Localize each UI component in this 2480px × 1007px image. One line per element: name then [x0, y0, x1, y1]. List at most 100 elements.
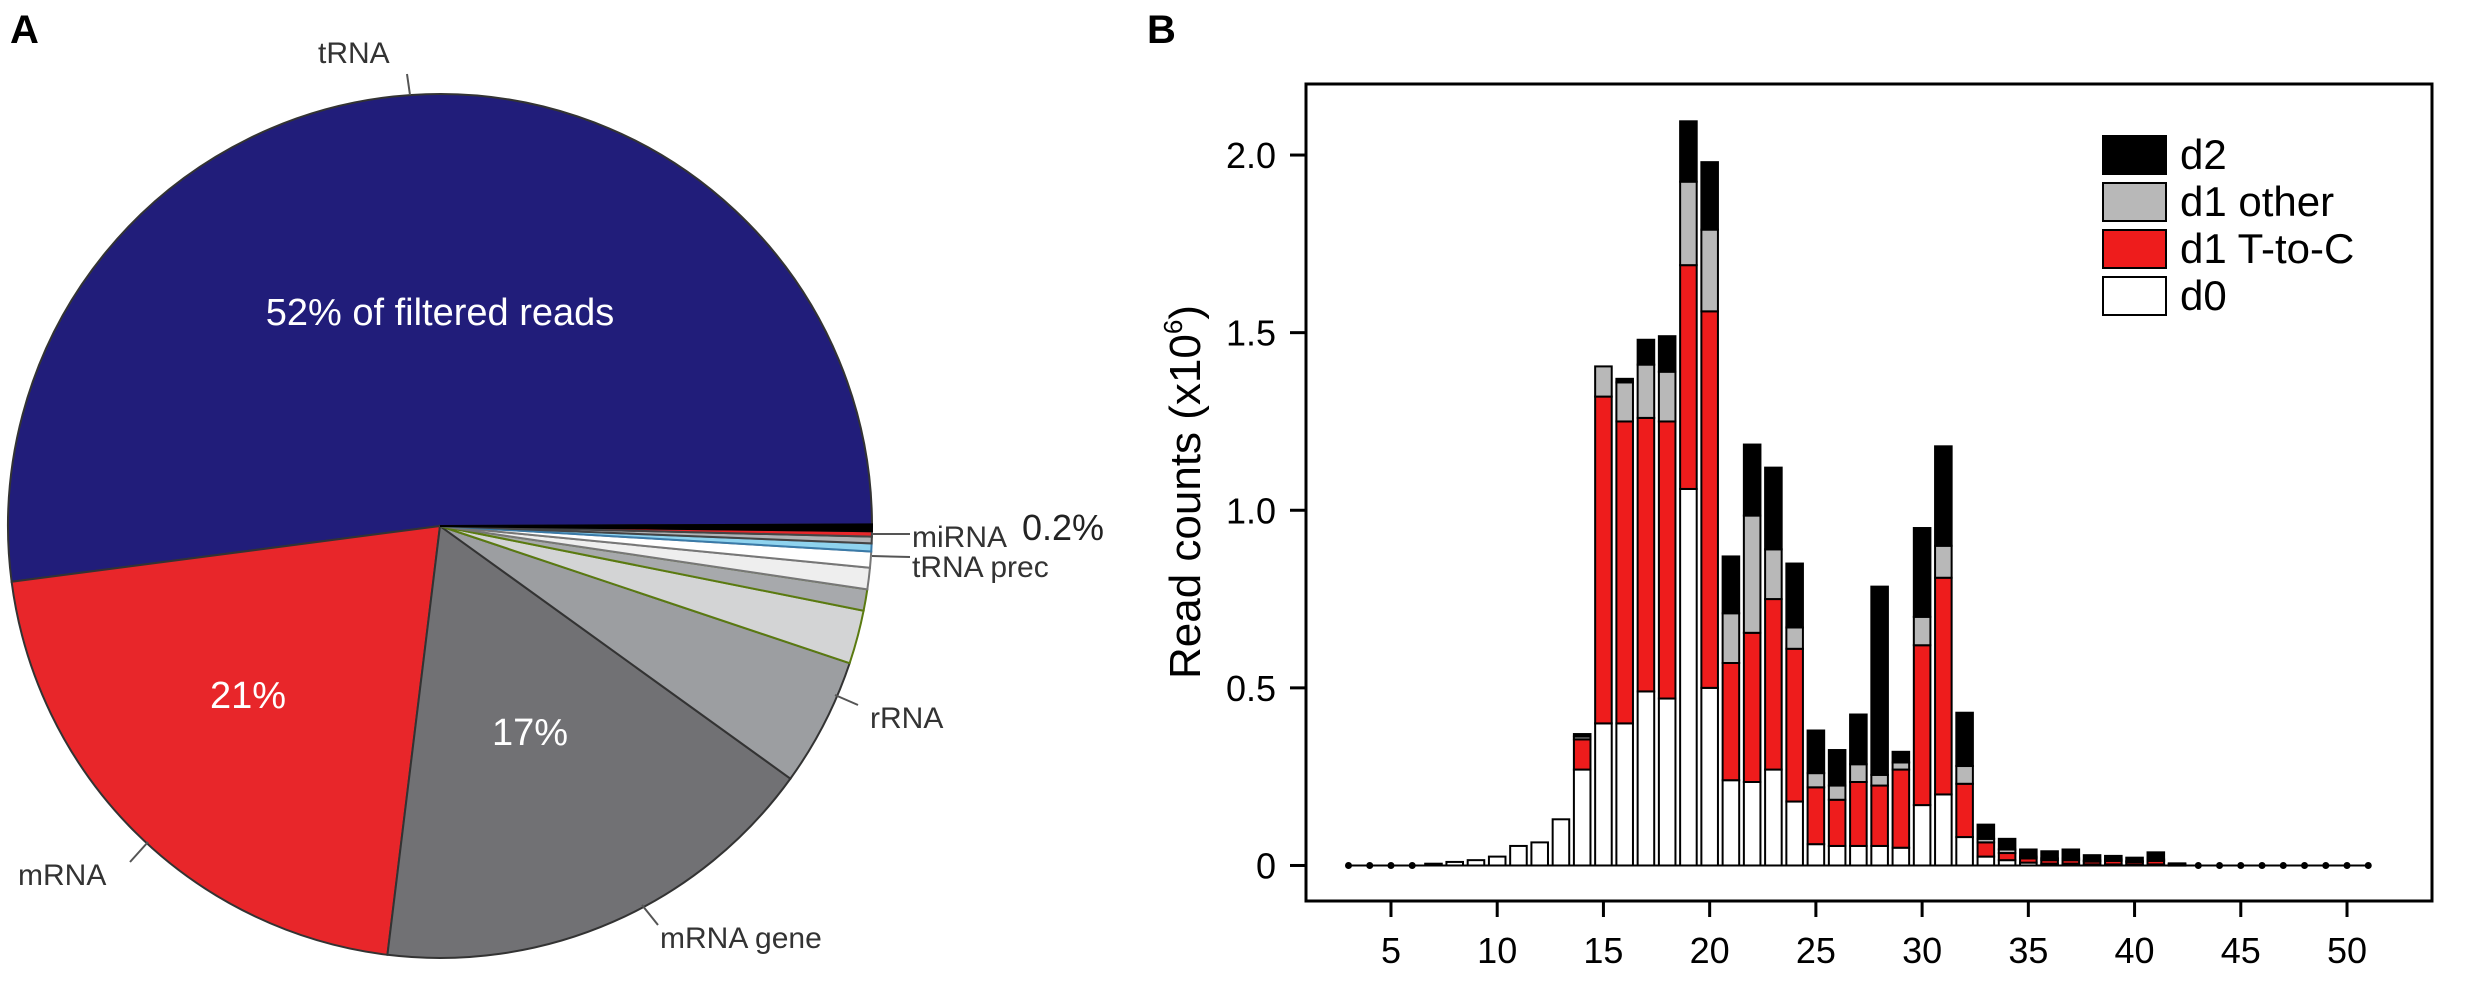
bar-empty-marker-48 — [2301, 861, 2309, 869]
pie-slice-label-trna: 52% of filtered reads — [266, 292, 615, 334]
bar-d2-22 — [1742, 443, 1762, 517]
bar-d2-25 — [1806, 729, 1826, 775]
bar-d1-other-27 — [1849, 763, 1868, 783]
callout-mrna: mRNA — [18, 859, 106, 892]
legend-swatch-d1-other — [2102, 182, 2167, 222]
callout-line-trna-prec — [871, 555, 911, 558]
bar-d1-t-to-c-18 — [1657, 420, 1677, 700]
bar-d0-30 — [1912, 804, 1932, 867]
bar-d0-7 — [1424, 862, 1443, 867]
pie-slice-other-11 — [439, 523, 874, 533]
bar-d2-19 — [1679, 120, 1698, 183]
bar-d1-other-21 — [1721, 612, 1741, 665]
bar-d0-17 — [1636, 690, 1656, 867]
bar-d0-9 — [1466, 859, 1486, 867]
bar-d1-other-25 — [1806, 772, 1826, 789]
bar-d1-other-24 — [1785, 626, 1804, 650]
bar-d2-33 — [1976, 823, 1996, 840]
bar-d2-35 — [2019, 848, 2038, 858]
callout-trna-prec: tRNA prec — [912, 551, 1049, 584]
bar-d0-29 — [1891, 846, 1911, 867]
pie-slice-trna — [7, 93, 874, 583]
bar-d1-t-to-c-24 — [1785, 647, 1804, 803]
x-tick-label-3: 20 — [1690, 930, 1730, 971]
bar-d1-t-to-c-27 — [1849, 781, 1868, 847]
callout-line-mrna — [129, 841, 149, 863]
bar-d1-other-19 — [1679, 180, 1698, 267]
bar-d0-10 — [1487, 855, 1507, 867]
bar-d1-t-to-c-23 — [1764, 598, 1783, 771]
bar-d0-15 — [1594, 722, 1613, 867]
bar-d1-t-to-c-15 — [1594, 395, 1613, 725]
y-tick-label-4: 2.0 — [1226, 135, 1276, 176]
bar-d2-18 — [1657, 335, 1677, 373]
bar-d2-38 — [2082, 854, 2102, 862]
bar-d1-t-to-c-14 — [1572, 738, 1592, 771]
callout-line-trna — [406, 73, 411, 96]
bar-d1-t-to-c-19 — [1679, 264, 1698, 490]
bar-d1-other-31 — [1934, 544, 1953, 579]
bar-empty-marker-51 — [2364, 861, 2372, 869]
bar-d2-37 — [2061, 848, 2081, 860]
x-tick-label-2: 15 — [1583, 930, 1623, 971]
bar-d1-t-to-c-33 — [1976, 841, 1996, 858]
bar-d0-26 — [1827, 844, 1847, 867]
legend-swatch-d1-t-to-c — [2102, 229, 2167, 269]
bar-d1-t-to-c-20 — [1700, 310, 1719, 689]
bar-d0-19 — [1679, 487, 1698, 867]
bar-d2-32 — [1955, 711, 1974, 768]
callout-trna: tRNA — [318, 37, 390, 70]
bar-d2-20 — [1700, 161, 1719, 231]
bar-d0-25 — [1806, 843, 1826, 867]
y-tick-label-3: 1.5 — [1226, 313, 1276, 354]
bar-d0-22 — [1742, 781, 1762, 867]
y-tick-label-0: 0 — [1256, 845, 1276, 886]
x-tick-label-4: 25 — [1796, 930, 1836, 971]
bar-empty-marker-46 — [2258, 861, 2266, 869]
bar-empty-marker-44 — [2216, 861, 2224, 869]
bar-d0-18 — [1657, 697, 1677, 867]
bar-d1-other-26 — [1827, 784, 1847, 801]
bar-d0-8 — [1445, 860, 1465, 867]
x-tick-label-1: 10 — [1477, 930, 1517, 971]
bar-d2-14 — [1572, 733, 1592, 738]
bar-d1-other-30 — [1912, 615, 1932, 647]
bar-d1-t-to-c-32 — [1955, 782, 1974, 839]
legend-label-d0: d0 — [2180, 272, 2227, 319]
bar-d0-23 — [1764, 768, 1783, 867]
callout-line-rrna — [834, 694, 859, 706]
pie-slice-mrna-gene — [386, 524, 792, 959]
pie-slice-label-mrna-gene: 17% — [492, 712, 568, 754]
callout-line-mrna-gene — [641, 904, 659, 926]
callout-mirna: miRNA — [912, 521, 1007, 554]
bar-empty-marker-4 — [1366, 861, 1374, 869]
y-axis-label-text: Read counts (x10 — [1161, 334, 1210, 679]
bar-d2-27 — [1849, 713, 1868, 766]
panel-label-b: B — [1147, 8, 1176, 52]
legend-swatch-d2 — [2102, 135, 2167, 175]
bar-d1-other-32 — [1955, 765, 1974, 785]
bar-d2-40 — [2125, 856, 2144, 863]
pie-callouts: tRNA mRNA mRNA gene rRNA tRNA prec miRNA… — [18, 37, 1104, 955]
y-axis-label: Read counts (x106) — [1158, 305, 1210, 679]
x-tick-label-0: 5 — [1381, 930, 1401, 971]
legend-label-d2: d2 — [2180, 131, 2227, 178]
bar-d0-16 — [1615, 722, 1634, 867]
pie-slice-mrna — [10, 524, 442, 956]
bar-d2-17 — [1636, 338, 1656, 366]
bar-d0-32 — [1955, 836, 1974, 867]
bar-d1-other-15 — [1594, 365, 1613, 398]
bar-d1-t-to-c-25 — [1806, 786, 1826, 846]
bar-d0-24 — [1785, 800, 1804, 867]
bar-d2-34 — [1997, 837, 2017, 851]
bar-d2-42 — [2167, 862, 2187, 866]
bar-d0-31 — [1934, 793, 1953, 867]
x-tick-label-9: 50 — [2327, 930, 2367, 971]
bar-d0-33 — [1976, 855, 1996, 867]
bar-d2-31 — [1934, 445, 1953, 547]
bar-d1-t-to-c-17 — [1636, 416, 1656, 693]
panel-label-a: A — [10, 8, 39, 52]
bar-d2-29 — [1891, 750, 1911, 764]
bar-d1-t-to-c-34 — [1997, 852, 2017, 862]
